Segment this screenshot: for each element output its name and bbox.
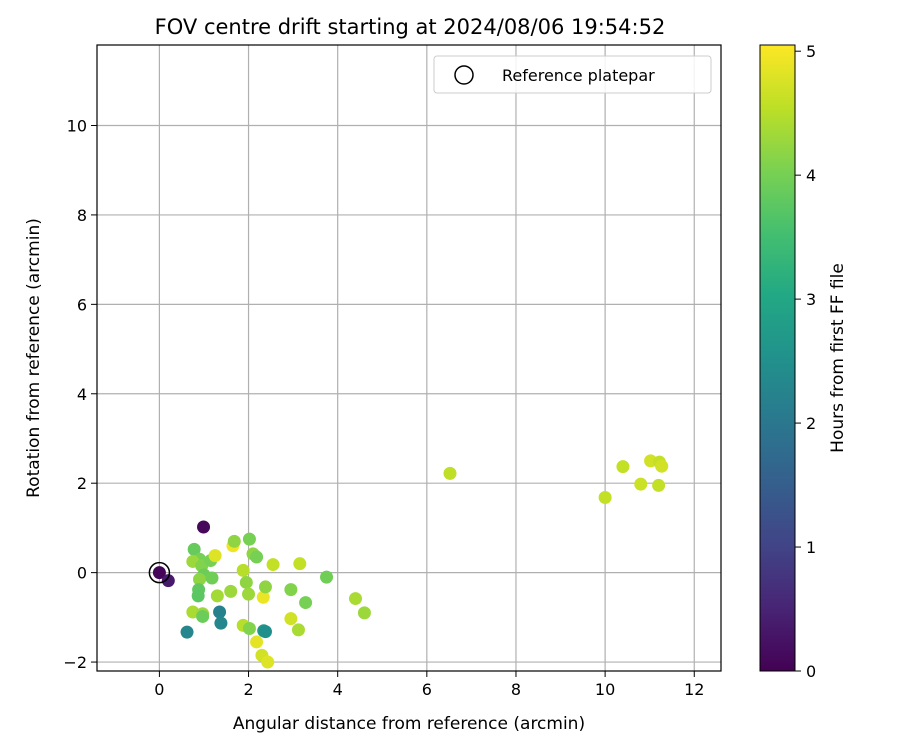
data-point [242,532,256,546]
x-axis-label: Angular distance from reference (arcmin) [233,714,585,734]
colorbar-tick-label: 5 [806,42,816,61]
x-tick-label: 2 [243,680,253,699]
data-point [443,466,457,480]
y-axis-label: Rotation from reference (arcmin) [24,218,44,498]
data-point [213,605,227,619]
colorbar-tick-label: 3 [806,290,816,309]
data-point [357,606,371,620]
colorbar-tick-label: 2 [806,414,816,433]
data-point [197,520,211,534]
grid-lines [97,45,721,671]
data-point [284,583,298,597]
data-point [256,590,270,604]
colorbar-label: Hours from first FF file [828,263,848,453]
x-tick-label: 0 [154,680,164,699]
y-tick-label: 2 [77,474,87,493]
data-points [148,454,669,669]
legend: Reference platepar [433,55,712,94]
data-point [236,563,250,577]
data-point [186,605,200,619]
data-point [258,625,272,639]
data-point [250,635,264,649]
colorbar-tick-label: 0 [806,662,816,681]
data-point [634,477,648,491]
legend-entry-reference: Reference platepar [502,66,655,85]
data-point [293,557,307,571]
data-point [239,575,253,589]
data-point [616,460,630,474]
plot-frame [96,44,722,672]
x-tick-label: 12 [684,680,704,699]
data-point [187,542,201,556]
data-point [284,612,298,626]
x-tick-label: 4 [333,680,343,699]
data-point [250,550,264,564]
data-point [258,580,272,594]
x-tick-label: 8 [511,680,521,699]
data-point [161,574,175,588]
chart-title: FOV centre drift starting at 2024/08/06 … [155,15,666,39]
data-point [261,655,275,669]
y-tick-label: 10 [67,116,87,135]
colorbar-tick-label: 4 [806,166,816,185]
y-tick-label: 0 [77,564,87,583]
data-point [191,589,205,603]
data-point [152,566,166,580]
data-point [214,616,228,630]
data-point [210,589,224,603]
colorbar-ticks: 0 1 2 3 4 5 [795,42,816,681]
reference-platepar-marker [148,561,171,584]
data-point [242,622,256,636]
data-point [652,478,666,492]
x-tick-label: 6 [422,680,432,699]
data-point [224,584,238,598]
y-tick-label: 4 [77,385,87,404]
data-point [349,592,363,606]
data-point [320,570,334,584]
y-tick-label: 6 [77,295,87,314]
legend-box [433,55,712,94]
y-tick-label: 8 [77,206,87,225]
data-point [598,491,612,505]
data-point [180,625,194,639]
x-tick-label: 10 [595,680,615,699]
data-point [655,459,669,473]
data-point [227,534,241,548]
colorbar [759,44,796,672]
data-point [242,587,256,601]
data-point [196,609,210,623]
y-axis-ticks: −2 0 2 4 6 8 10 [63,116,97,672]
colorbar-tick-label: 1 [806,538,816,557]
legend-marker-icon [454,65,474,85]
data-point [193,572,207,586]
data-point [208,549,222,563]
data-point [266,558,280,572]
data-point [291,623,305,637]
data-point [299,596,313,610]
x-axis-ticks: 0 2 4 6 8 10 12 [154,671,704,699]
data-point [205,571,219,585]
y-tick-label: −2 [63,653,87,672]
